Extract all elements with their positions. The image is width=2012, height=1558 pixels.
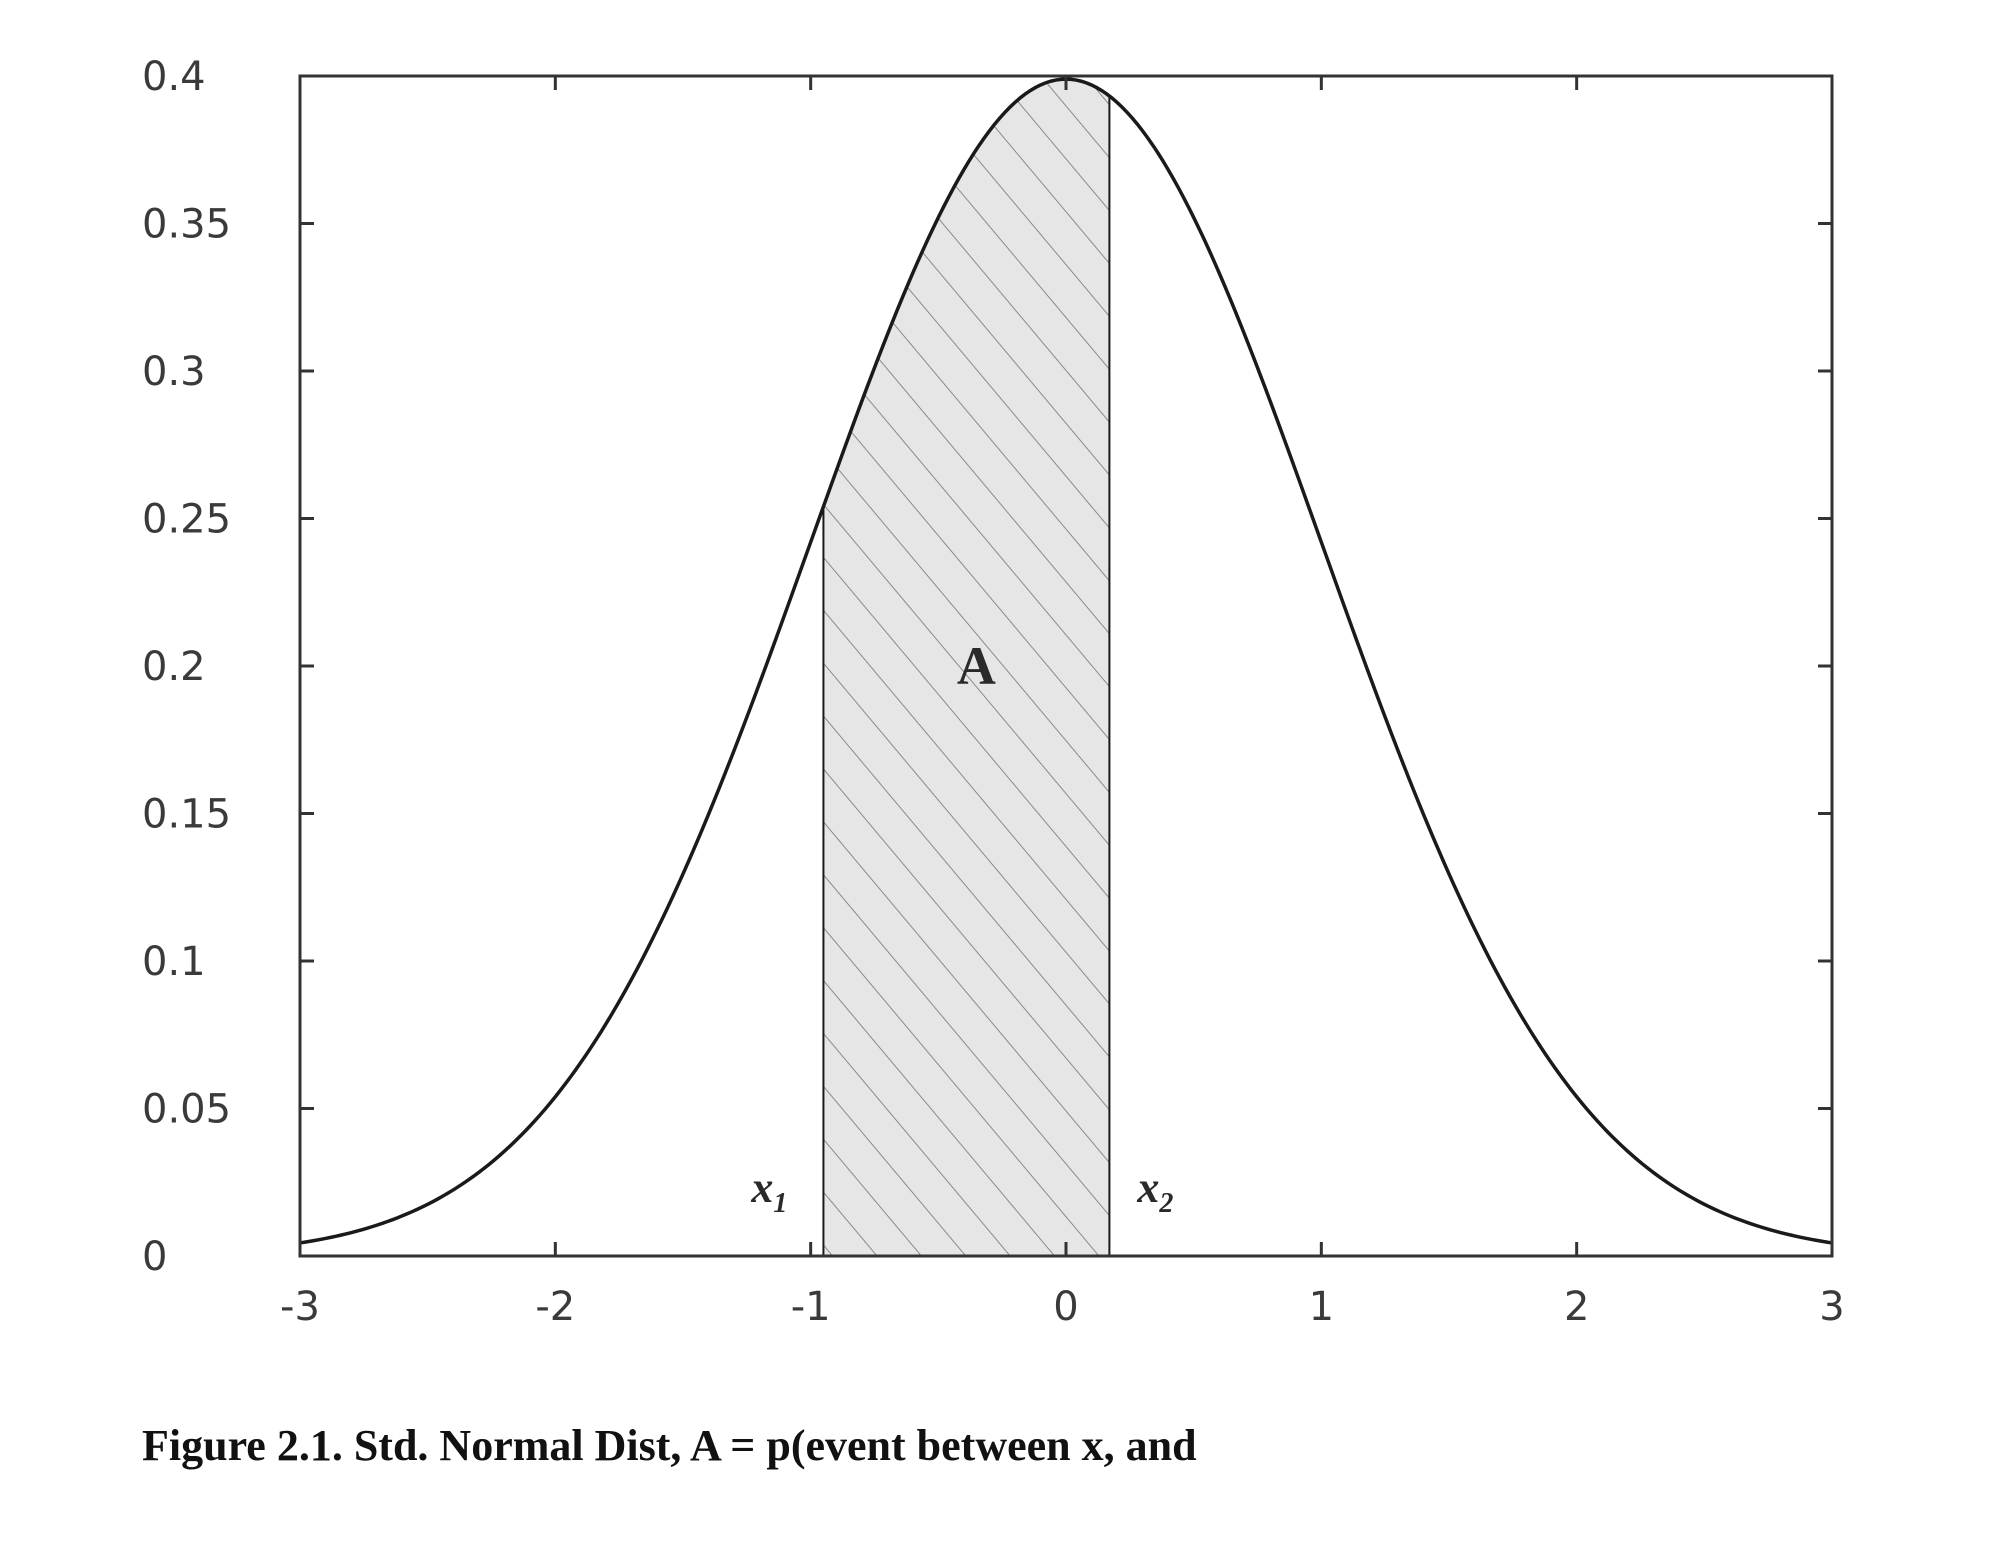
x-tick-label: -2 [535, 1284, 575, 1330]
x-tick-label: 2 [1564, 1284, 1589, 1330]
y-tick-label: 0.35 [142, 202, 231, 248]
x-tick-label: 0 [1053, 1284, 1078, 1330]
figure-caption: Figure 2.1. Std. Normal Dist, A = p(even… [142, 1421, 1197, 1470]
y-tick-label: 0.25 [142, 497, 231, 543]
region-a-label: A [957, 636, 996, 696]
y-tick-label: 0.15 [142, 792, 231, 838]
y-tick-label: 0.3 [142, 349, 206, 395]
x2-label-subscript: 2 [1158, 1188, 1173, 1219]
x-tick-label: -3 [280, 1284, 320, 1330]
x1-label-base: x [750, 1163, 773, 1212]
x-tick-label: 3 [1819, 1284, 1844, 1330]
x-tick-label: 1 [1309, 1284, 1334, 1330]
x2-label: x2 [1136, 1163, 1173, 1219]
x-tick-label: -1 [791, 1284, 831, 1330]
x2-label-base: x [1136, 1163, 1159, 1212]
y-tick-label: 0.4 [142, 54, 206, 100]
y-tick-label: 0.2 [142, 644, 206, 690]
x1-label: x1 [750, 1163, 787, 1219]
y-tick-label: 0.05 [142, 1087, 231, 1133]
x1-label-subscript: 1 [773, 1188, 787, 1219]
shaded-region-a [823, 79, 1110, 1257]
y-tick-label: 0.1 [142, 939, 206, 985]
y-tick-label: 0 [142, 1234, 167, 1280]
